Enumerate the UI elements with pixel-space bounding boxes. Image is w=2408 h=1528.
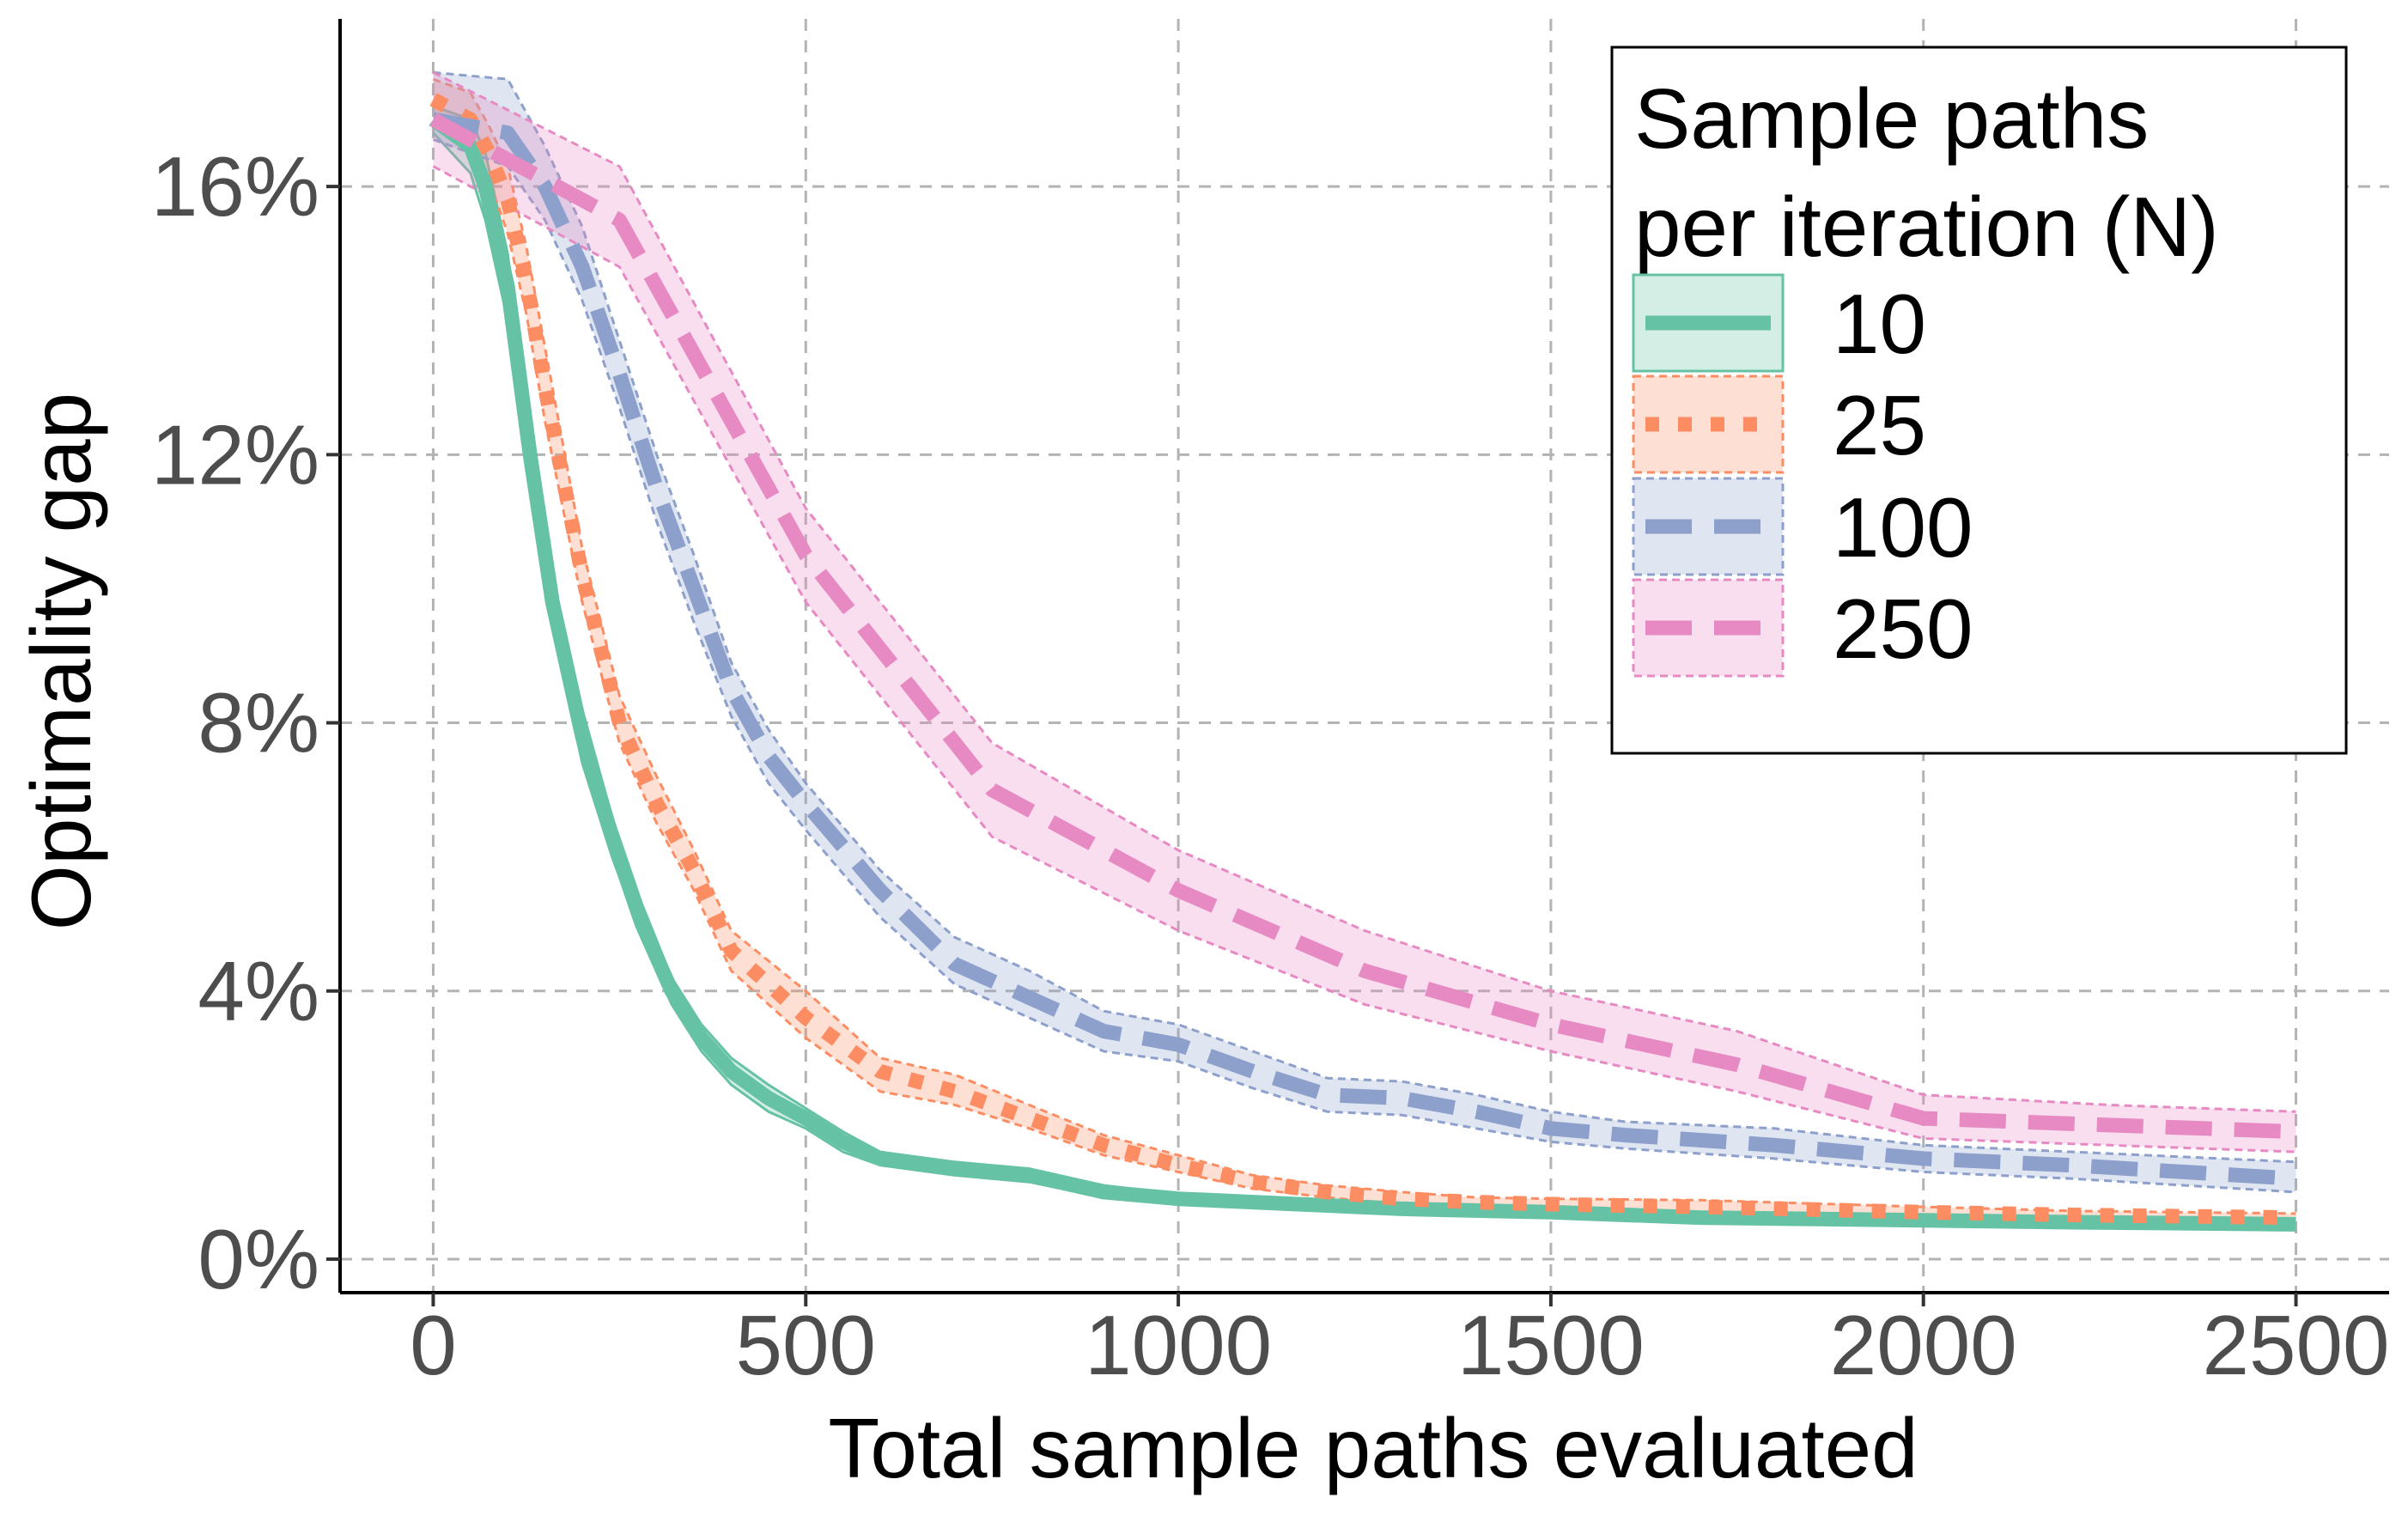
y-tick-label: 0% [198,1212,319,1306]
x-tick-label: 0 [410,1298,457,1392]
legend-title-line1: Sample paths [1634,71,2149,166]
legend-box [1610,46,2348,755]
legend-item-n250: 250 [1632,578,1973,678]
series-line-n100 [431,112,2297,1186]
legend-label-n250: 250 [1833,581,1973,676]
x-tick-label: 1000 [1085,1298,1272,1392]
tick-labels: 0 500 1000 1500 2000 2500 0% 4% 8% 12% 16% [151,139,2390,1392]
series-line-n10 [429,113,2296,1232]
x-tick-label: 1500 [1457,1298,1645,1392]
y-tick-label: 8% [198,676,319,770]
band-n250 [433,72,2296,1153]
legend-item-n10: 10 [1632,273,1926,373]
y-tick-label: 16% [151,139,319,234]
band-edge-lower-n250 [432,165,2296,1154]
legend-label-n25: 25 [1833,378,1926,472]
y-axis-title: Optimality gap [14,393,108,930]
series-line-n250 [429,113,2296,1140]
series-lines [429,93,2297,1232]
legend-label-n100: 100 [1833,480,1973,575]
legend-item-n100: 100 [1632,477,1973,576]
series-line-n25 [429,93,2296,1226]
x-tick-label: 2000 [1830,1298,2017,1392]
x-tick-label: 2500 [2203,1298,2390,1392]
y-tick-label: 12% [151,407,319,502]
band-edge-lower-n100 [432,138,2296,1194]
legend-item-n25: 25 [1632,374,1926,474]
legend-label-n10: 10 [1833,277,1926,371]
band-edge-upper-n250 [432,71,2296,1113]
legend: Sample paths per iteration (N) 102510025… [1610,46,2348,755]
x-tick-label: 500 [736,1298,877,1392]
band-n100 [433,72,2296,1192]
x-axis-title: Total sample paths evaluated [828,1401,1918,1495]
band-edge-upper-n100 [433,70,2296,1164]
axes [338,19,2389,1294]
y-tick-label: 4% [198,944,319,1038]
legend-title-line2: per iteration (N) [1634,180,2219,274]
